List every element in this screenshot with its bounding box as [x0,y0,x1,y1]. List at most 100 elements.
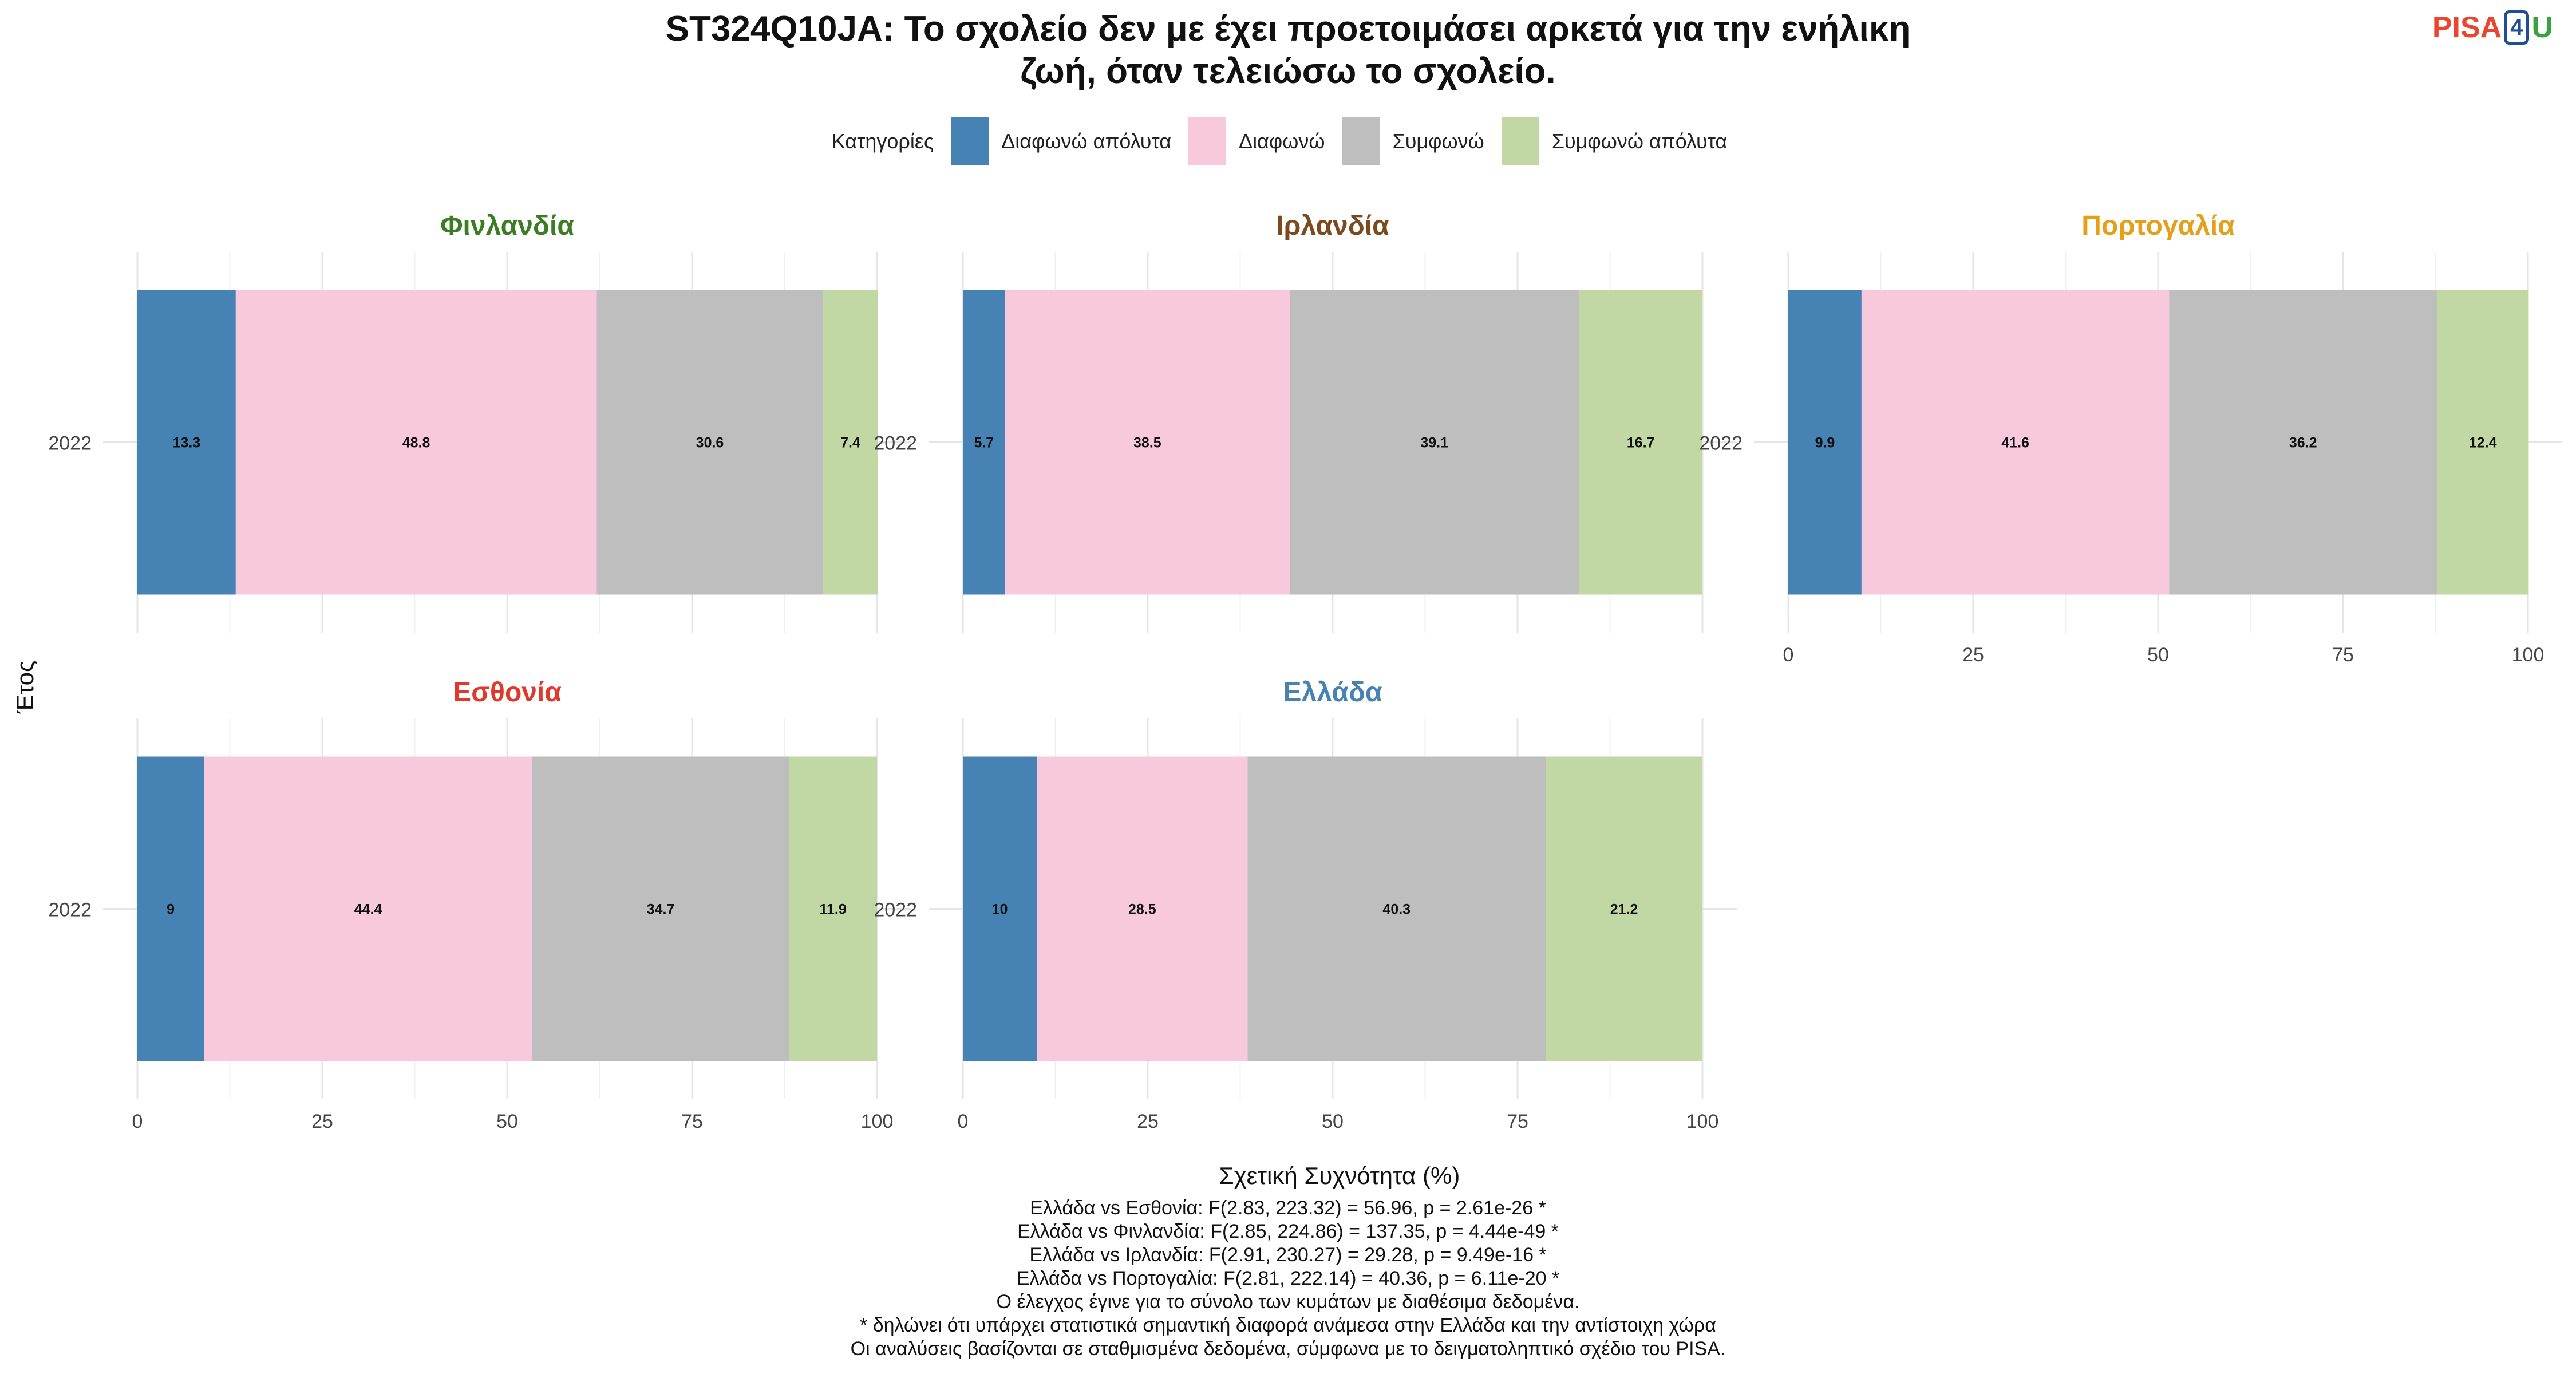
bar-segment-strongly-agree [2437,290,2529,595]
data-label-agree: 30.6 [696,435,724,451]
x-tick-label: 100 [2512,644,2545,666]
bar-segment-disagree [1005,290,1290,595]
data-label-strongly-agree: 11.9 [819,902,846,918]
bar-segment-strongly-disagree [963,290,1005,595]
x-tick-label: 0 [1783,644,1794,666]
facet-panel-4: Εσθονία 2022 9 44.4 34.7 11.9 0 25 50 75 100 [48,677,911,1132]
chart-title: ST324Q10JA: Το σχολείο δεν με έχει προετ… [0,8,2576,93]
x-tick-label: 75 [681,1111,703,1132]
facet-title: Ιρλανδία [1276,211,1389,241]
bar-segment-disagree [1037,756,1248,1061]
logo-text-pisa: PISA [2432,11,2502,44]
data-label-disagree: 28.5 [1128,902,1156,918]
bar-segment-disagree [235,290,597,595]
bar-segment-strongly-agree [1546,756,1702,1061]
bar-segment-agree [1247,756,1546,1061]
data-label-strongly-agree: 21.2 [1610,902,1638,918]
bar-segment-agree [596,290,823,595]
facet-panel-1: Φινλανδία 2022 13.3 48.8 30.6 7.4 [48,211,911,633]
facet-title: Ελλάδα [1283,677,1382,708]
data-label-disagree: 48.8 [402,435,430,451]
data-label-strongly-disagree: 9 [167,902,175,918]
data-label-strongly-disagree: 5.7 [974,435,994,451]
chart-title-line-2: ζωή, όταν τελειώσω το σχολείο. [1020,52,1556,91]
data-label-agree: 40.3 [1382,902,1411,918]
logo-text-u: U [2531,11,2553,44]
bar-segment-strongly-disagree [137,756,204,1061]
bar-segment-strongly-agree [1579,290,1702,595]
x-tick-label: 75 [2332,644,2354,666]
bar-segment-strongly-agree [823,290,878,595]
x-axis-title: Σχετική Συχνότητα (%) [1219,1162,1460,1189]
bar-segment-disagree [1861,290,2170,595]
chart-legend: Κατηγορίες Διαφωνώ απόλυτα Διαφωνώ Συμφω… [0,117,2576,165]
legend-item-strongly-disagree: Διαφωνώ απόλυτα [951,117,1171,165]
x-tick-label: 50 [1322,1111,1344,1132]
legend-swatch-agree [1342,117,1380,165]
footer-line: Ελλάδα vs Πορτογαλία: F(2.81, 222.14) = … [1016,1268,1560,1289]
footer-line: Ο έλεγχος έγινε για το σύνολο των κυμάτω… [996,1291,1580,1313]
bar-segment-agree [532,756,789,1061]
legend-swatch-disagree [1188,117,1227,165]
data-label-agree: 36.2 [2289,435,2317,451]
footer-line: Οι αναλύσεις βασίζονται σε σταθμισμένα δ… [850,1338,1726,1360]
chart-title-line-1: ST324Q10JA: Το σχολείο δεν με έχει προετ… [665,9,1911,49]
legend-title: Κατηγορίες [831,129,934,153]
bar-segment-strongly-disagree [137,290,236,595]
footer-line: Ελλάδα vs Φινλανδία: F(2.85, 224.86) = 1… [1017,1221,1559,1242]
data-label-agree: 39.1 [1420,435,1448,451]
data-label-strongly-disagree: 10 [992,902,1008,918]
legend-item-strongly-agree: Συμφωνώ απόλυτα [1501,117,1728,165]
legend-item-agree: Συμφωνώ [1342,117,1484,165]
footer-line: * δηλώνει ότι υπάρχει στατιστικά σημαντι… [860,1314,1716,1336]
chart-footer-notes: Ελλάδα vs Εσθονία: F(2.83, 223.32) = 56.… [0,1197,2576,1361]
legend-label-agree: Συμφωνώ [1392,129,1484,153]
x-tick-label: 75 [1507,1111,1528,1132]
x-tick-label: 50 [496,1111,518,1132]
data-label-agree: 34.7 [647,902,675,918]
bar-segment-strongly-agree [789,756,877,1061]
legend-item-disagree: Διαφωνώ [1188,117,1325,165]
y-tick-label: 2022 [48,899,92,921]
footer-line: Ελλάδα vs Εσθονία: F(2.83, 223.32) = 56.… [1030,1197,1546,1219]
x-tick-label: 0 [958,1111,969,1132]
legend-label-strongly-disagree: Διαφωνώ απόλυτα [1001,129,1172,153]
data-label-strongly-agree: 7.4 [840,435,860,451]
data-label-strongly-disagree: 13.3 [173,435,201,451]
data-label-strongly-agree: 12.4 [2469,435,2497,451]
legend-swatch-strongly-disagree [951,117,989,165]
x-tick-label: 100 [1686,1111,1719,1132]
x-tick-label: 100 [861,1111,894,1132]
legend-swatch-strongly-agree [1501,117,1539,165]
bar-segment-strongly-disagree [1788,290,1862,595]
y-axis-title: Έτος [11,661,38,714]
facet-panel-5: Ελλάδα 2022 10 28.5 40.3 21.2 0 25 50 75 100 [874,677,1737,1132]
legend-label-disagree: Διαφωνώ [1239,129,1325,153]
y-tick-label: 2022 [48,433,92,455]
bar-segment-strongly-disagree [963,756,1037,1061]
x-tick-label: 50 [2147,644,2169,666]
data-label-strongly-disagree: 9.9 [1815,435,1835,451]
facet-panel-2: Ιρλανδία 2022 5.7 38.5 39.1 16.7 [874,211,1737,633]
data-label-disagree: 44.4 [354,902,382,918]
bar-segment-disagree [204,756,532,1061]
data-label-disagree: 41.6 [2001,435,2029,451]
data-label-disagree: 38.5 [1133,435,1161,451]
y-tick-label: 2022 [874,899,917,921]
bar-segment-agree [2169,290,2437,595]
y-tick-label: 2022 [874,433,917,455]
x-tick-label: 25 [1962,644,1984,666]
facet-panel-3: Πορτογαλία 2022 9.9 41.6 36.2 12.4 0 25 50 75 100 [1699,211,2562,666]
facet-title: Φινλανδία [440,211,574,241]
logo-text-four: 4 [2504,10,2530,45]
x-tick-label: 25 [311,1111,333,1132]
facet-title: Πορτογαλία [2081,211,2235,241]
x-tick-label: 25 [1137,1111,1159,1132]
facet-title: Εσθονία [453,677,562,708]
x-tick-label: 0 [132,1111,143,1132]
pisa4u-logo: PISA 4 U [2432,10,2553,45]
data-label-strongly-agree: 16.7 [1627,435,1655,451]
legend-label-strongly-agree: Συμφωνώ απόλυτα [1551,129,1728,153]
footer-line: Ελλάδα vs Ιρλανδία: F(2.91, 230.27) = 29… [1029,1244,1547,1266]
